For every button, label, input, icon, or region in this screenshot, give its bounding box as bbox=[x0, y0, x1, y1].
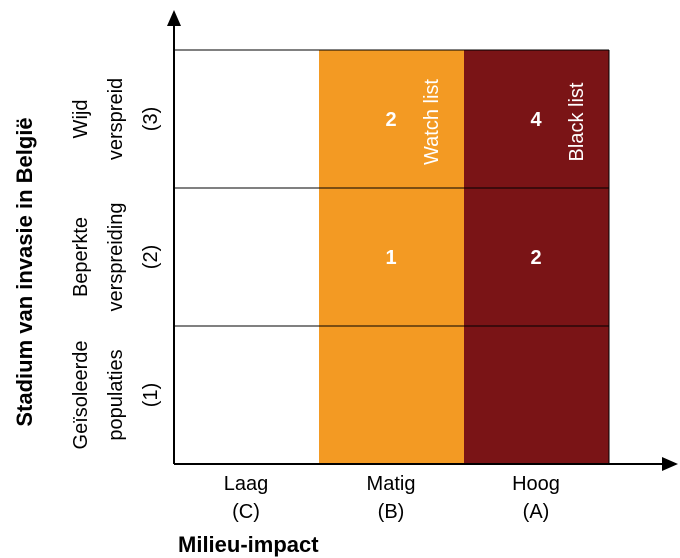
cell-matig-beperkt-value: 1 bbox=[385, 247, 396, 269]
row-beperkt-line2: verspreiding bbox=[105, 203, 127, 312]
row-wijd-code: (3) bbox=[140, 107, 162, 131]
black-list-label: Black list bbox=[566, 82, 588, 161]
row-wijd-line1: Wijd bbox=[70, 100, 92, 139]
x-axis-arrow-icon bbox=[662, 457, 678, 471]
y-axis-arrow-icon bbox=[167, 10, 181, 26]
row-geisoleerd-line1: Geïsoleerde bbox=[70, 341, 92, 450]
row-geisoleerd-line2: populaties bbox=[105, 349, 127, 440]
row-wijd-line2: verspreid bbox=[105, 78, 127, 160]
column-hoog-fill bbox=[464, 50, 609, 464]
cell-matig-wijd-value: 2 bbox=[385, 109, 396, 131]
row-beperkt-code: (2) bbox=[140, 245, 162, 269]
col-matig-label: Matig bbox=[367, 473, 416, 495]
row-beperkt-line1: Beperkte bbox=[70, 217, 92, 297]
col-matig-code: (B) bbox=[378, 501, 405, 523]
watch-list-label: Watch list bbox=[421, 79, 443, 165]
x-axis-title: Milieu-impact bbox=[178, 532, 319, 557]
col-laag-code: (C) bbox=[232, 501, 260, 523]
column-laag-fill bbox=[174, 50, 319, 464]
cell-hoog-beperkt-value: 2 bbox=[530, 247, 541, 269]
row-geisoleerd-code: (1) bbox=[140, 383, 162, 407]
y-axis-title: Stadium van invasie in België bbox=[12, 117, 37, 426]
col-hoog-code: (A) bbox=[523, 501, 550, 523]
col-hoog-label: Hoog bbox=[512, 473, 560, 495]
cell-hoog-wijd-value: 4 bbox=[530, 109, 542, 131]
col-laag-label: Laag bbox=[224, 473, 269, 495]
column-matig-fill bbox=[319, 50, 464, 464]
